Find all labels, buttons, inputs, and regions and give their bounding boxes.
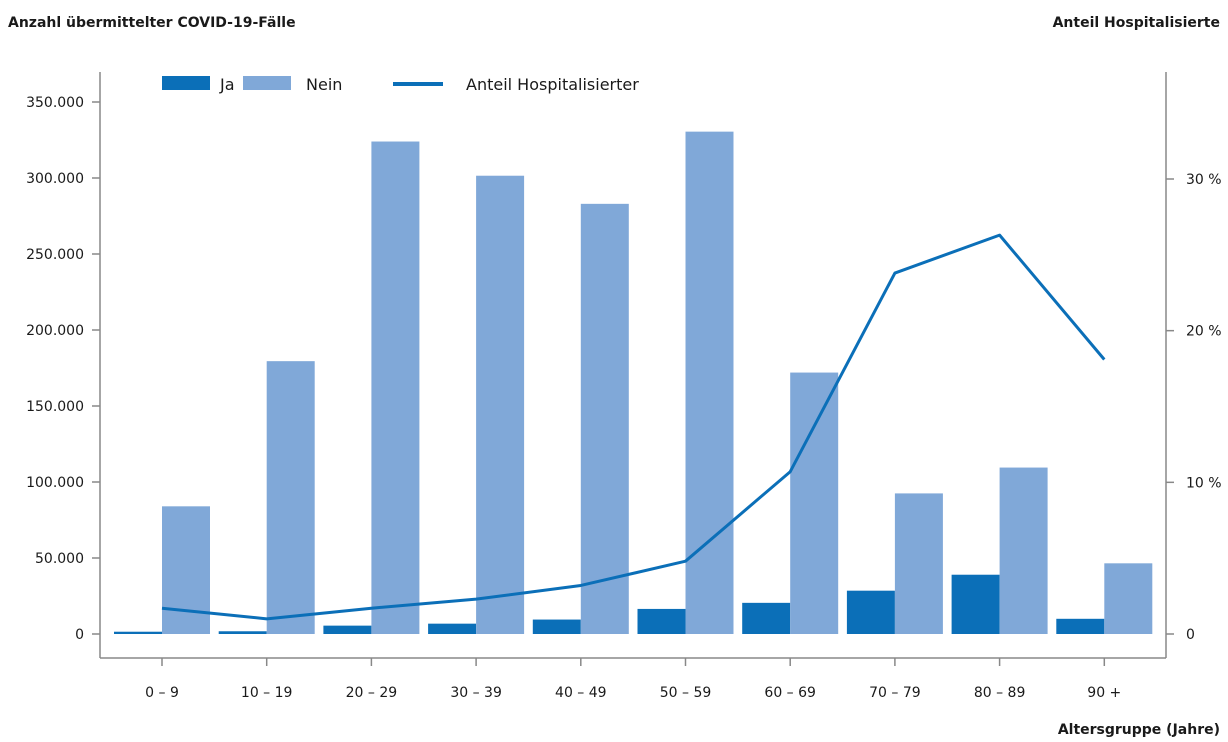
- bar-ja: [428, 623, 477, 634]
- x-tick-label: 20 – 29: [346, 685, 398, 701]
- line-series: [161, 233, 1106, 621]
- x-tick-label: 80 – 89: [974, 685, 1026, 701]
- x-tick-label: 0 – 9: [145, 685, 179, 701]
- x-tick-label: 40 – 49: [555, 685, 607, 701]
- y-tick-label: 100.000: [26, 475, 84, 491]
- x-tick-label: 60 – 69: [764, 685, 816, 701]
- y-tick-label: 350.000: [26, 95, 84, 111]
- x-axis-title: Altersgruppe (Jahre): [1057, 722, 1220, 738]
- legend-label-ja: Ja: [219, 75, 235, 94]
- y-tick-label: 50.000: [35, 551, 84, 567]
- bar-nein: [999, 467, 1048, 634]
- y-tick-label: 250.000: [26, 247, 84, 263]
- bar-nein: [1104, 563, 1153, 634]
- y-axis-title-right: Anteil Hospitalisierte: [1052, 15, 1220, 31]
- bar-ja: [532, 619, 581, 634]
- y2-tick-label: 30 %: [1186, 172, 1222, 188]
- bar-nein: [894, 493, 943, 634]
- bar-nein: [266, 361, 315, 634]
- bar-ja: [218, 631, 267, 634]
- bar-ja: [1056, 618, 1105, 634]
- bar-ja: [323, 625, 372, 634]
- y-tick-label: 0: [75, 627, 84, 643]
- bar-nein: [790, 372, 839, 634]
- bar-ja: [951, 574, 1000, 634]
- bar-ja: [742, 602, 791, 634]
- bars: [114, 131, 1153, 634]
- bar-nein: [476, 175, 525, 634]
- x-tick-label: 70 – 79: [869, 685, 921, 701]
- bar-ja: [846, 590, 895, 634]
- y-tick-label: 300.000: [26, 171, 84, 187]
- y-tick-label: 200.000: [26, 323, 84, 339]
- line-anteil-hospitalisierter: [161, 233, 1106, 621]
- x-tick-label: 10 – 19: [241, 685, 293, 701]
- bar-nein: [685, 131, 734, 634]
- legend: Ja Nein Anteil Hospitalisierter: [162, 75, 639, 94]
- y2-tick-label: 0: [1186, 627, 1195, 643]
- x-tick-label: 50 – 59: [660, 685, 712, 701]
- legend-swatch-nein: [243, 76, 291, 90]
- y-tick-label: 150.000: [26, 399, 84, 415]
- axes: 0 50.000 100.000 150.000 200.000 250.000 300.0…: [26, 72, 1222, 701]
- y-axis-title-left: Anzahl übermittelter COVID-19-Fälle: [8, 15, 296, 31]
- bar-nein: [580, 203, 629, 634]
- legend-label-nein: Nein: [306, 75, 342, 94]
- y2-tick-label: 10 %: [1186, 475, 1222, 491]
- x-tick-label: 30 – 39: [450, 685, 502, 701]
- y2-tick-label: 20 %: [1186, 324, 1222, 340]
- legend-label-line: Anteil Hospitalisierter: [466, 75, 639, 94]
- x-tick-label: 90 +: [1087, 685, 1121, 701]
- bar-nein: [371, 141, 420, 634]
- bar-ja: [637, 608, 686, 634]
- bar-nein: [162, 506, 210, 634]
- legend-swatch-ja: [162, 76, 210, 90]
- bar-ja: [114, 631, 162, 634]
